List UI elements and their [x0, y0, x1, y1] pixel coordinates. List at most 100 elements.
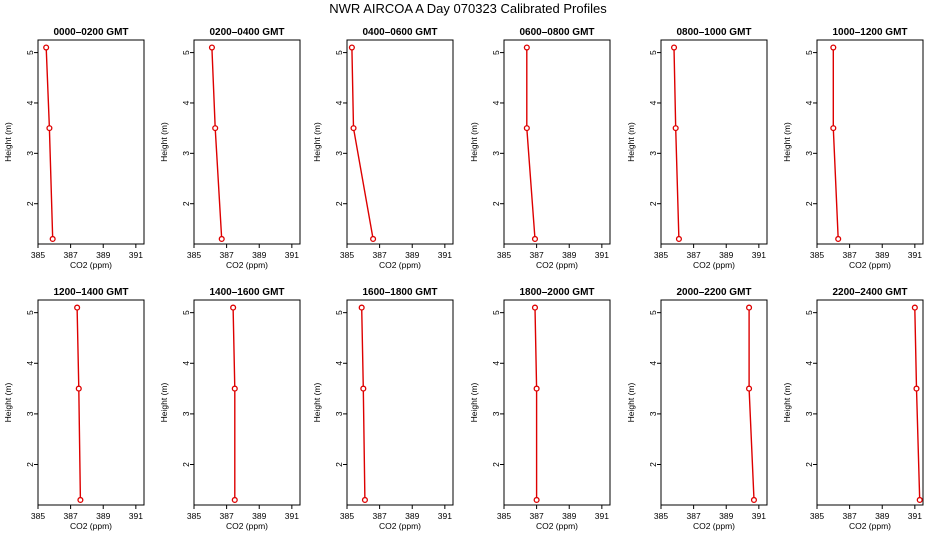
y-tick-label: 3 — [648, 411, 658, 416]
plot-frame — [193, 39, 301, 245]
y-axis-label: Height (m) — [3, 383, 13, 423]
profile-panel: 1200–1400 GMT 385 387 389 391 2 3 4 5 CO2 (ppm) He… — [3, 287, 145, 531]
y-tick-label: 4 — [181, 100, 191, 105]
x-tick-label: 387 — [843, 250, 857, 260]
x-tick-label: 385 — [187, 511, 201, 521]
profile-line — [351, 47, 374, 240]
y-tick-label: 4 — [804, 100, 814, 105]
y-tick-label: 2 — [648, 201, 658, 206]
plot-frame — [816, 39, 924, 245]
panel-title: 1600–1800 GMT — [362, 287, 437, 298]
y-tick-label: 3 — [648, 151, 658, 156]
y-axis-label: Height (m) — [626, 383, 636, 423]
y-axis-label: Height (m) — [469, 122, 479, 162]
data-point — [350, 125, 357, 132]
y-tick-label: 5 — [648, 50, 658, 55]
y-tick-label: 2 — [804, 462, 814, 467]
x-tick-label: 389 — [562, 511, 576, 521]
figure-title: NWR AIRCOA A Day 070323 Calibrated Profi… — [329, 1, 607, 16]
data-point — [77, 496, 84, 503]
data-point — [916, 496, 923, 503]
y-tick-label: 5 — [491, 50, 501, 55]
y-tick-label: 4 — [334, 100, 344, 105]
x-tick-label: 389 — [405, 250, 419, 260]
y-tick-label: 3 — [334, 411, 344, 416]
y-tick-label: 4 — [25, 100, 35, 105]
panel-title: 1200–1400 GMT — [53, 287, 128, 298]
y-tick-label: 5 — [25, 310, 35, 315]
data-point — [523, 125, 530, 132]
y-axis-label: Height (m) — [312, 122, 322, 162]
plot-frame — [346, 39, 454, 245]
y-tick-label: 3 — [804, 151, 814, 156]
x-tick-label: 387 — [843, 511, 857, 521]
x-axis-label: CO2 (ppm) — [693, 521, 735, 531]
x-tick-label: 387 — [220, 511, 234, 521]
profile-panel: 1000–1200 GMT 385 387 389 391 2 3 4 5 CO2 (ppm) He… — [782, 27, 924, 270]
x-tick-label: 385 — [810, 511, 824, 521]
y-tick-label: 2 — [334, 201, 344, 206]
y-tick-label: 5 — [804, 310, 814, 315]
y-tick-label: 5 — [804, 50, 814, 55]
y-tick-label: 3 — [25, 151, 35, 156]
y-tick-label: 4 — [804, 361, 814, 366]
x-axis-label: CO2 (ppm) — [693, 260, 735, 270]
y-axis-label: Height (m) — [159, 383, 169, 423]
panel-title: 2000–2200 GMT — [676, 287, 751, 298]
x-tick-label: 385 — [187, 250, 201, 260]
x-axis-label: CO2 (ppm) — [226, 521, 268, 531]
data-point — [675, 235, 682, 243]
data-point — [911, 304, 918, 311]
x-tick-label: 389 — [252, 250, 266, 260]
y-tick-label: 2 — [25, 201, 35, 206]
x-tick-label: 389 — [562, 250, 576, 260]
y-tick-label: 3 — [334, 151, 344, 156]
y-tick-label: 5 — [334, 310, 344, 315]
profile-line — [832, 47, 839, 240]
y-tick-label: 4 — [491, 100, 501, 105]
profile-panel: 0600–0800 GMT 385 387 389 391 2 3 4 5 CO2 (ppm) He… — [469, 27, 611, 270]
x-tick-label: 389 — [96, 250, 110, 260]
x-tick-label: 385 — [497, 511, 511, 521]
x-tick-label: 391 — [595, 511, 609, 521]
x-tick-label: 385 — [340, 250, 354, 260]
x-axis-label: CO2 (ppm) — [379, 521, 421, 531]
panel-title: 0000–0200 GMT — [53, 27, 128, 38]
plot-frame — [816, 299, 924, 506]
y-tick-label: 5 — [181, 310, 191, 315]
profile-line — [232, 307, 236, 500]
plot-frame — [660, 299, 768, 506]
data-point — [913, 385, 920, 392]
x-tick-label: 391 — [752, 250, 766, 260]
y-axis-label: Height (m) — [469, 383, 479, 423]
x-tick-label: 389 — [96, 511, 110, 521]
x-axis-label: CO2 (ppm) — [226, 260, 268, 270]
y-tick-label: 4 — [25, 361, 35, 366]
data-point — [750, 496, 758, 503]
data-point — [533, 385, 540, 392]
data-point — [370, 235, 377, 243]
y-axis-label: Height (m) — [312, 383, 322, 423]
plot-frame — [346, 299, 454, 506]
data-point — [218, 235, 225, 243]
y-axis-label: Height (m) — [159, 122, 169, 162]
y-axis-label: Height (m) — [3, 122, 13, 162]
x-tick-label: 391 — [438, 511, 452, 521]
data-point — [830, 125, 837, 132]
panel-title: 1400–1600 GMT — [209, 287, 284, 298]
x-tick-label: 385 — [654, 250, 668, 260]
y-tick-label: 4 — [181, 361, 191, 366]
data-point — [46, 125, 53, 132]
y-tick-label: 2 — [491, 462, 501, 467]
profile-line — [361, 307, 366, 500]
y-tick-label: 2 — [25, 462, 35, 467]
x-tick-label: 389 — [875, 250, 889, 260]
data-point — [672, 125, 679, 132]
y-tick-label: 5 — [491, 310, 501, 315]
profile-panel: 0000–0200 GMT 385 387 389 391 2 3 4 5 CO2 (ppm) He… — [3, 27, 145, 270]
x-tick-label: 387 — [220, 250, 234, 260]
profile-panel: 2200–2400 GMT 385 387 389 391 2 3 4 5 CO2 (ppm) He… — [782, 287, 924, 531]
x-tick-label: 387 — [64, 511, 78, 521]
data-point — [523, 44, 530, 51]
x-tick-label: 391 — [129, 511, 143, 521]
